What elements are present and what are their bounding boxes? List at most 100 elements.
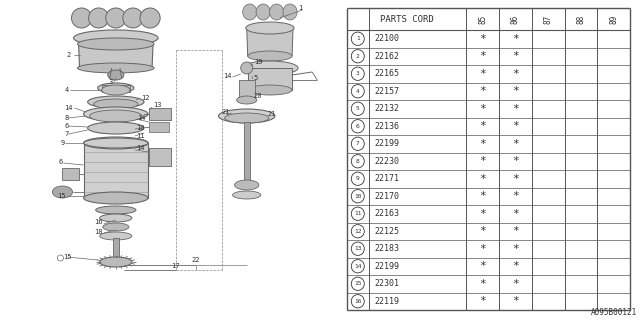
Text: 86: 86 [511,14,520,24]
Text: *: * [512,86,519,96]
Text: 9: 9 [356,176,360,181]
Text: 14: 14 [223,73,232,79]
Ellipse shape [72,8,92,28]
Text: 22125: 22125 [374,227,399,236]
Text: *: * [479,244,486,254]
Ellipse shape [88,122,144,134]
Text: 13: 13 [153,102,161,108]
Text: *: * [512,279,519,289]
Ellipse shape [283,4,297,20]
Text: 7: 7 [65,131,68,137]
Text: 10: 10 [136,125,145,131]
Text: 1: 1 [356,36,360,41]
Text: 22100: 22100 [374,34,399,43]
Text: PARTS CORD: PARTS CORD [380,14,433,23]
Bar [102,85,130,92]
Ellipse shape [246,22,294,34]
Text: 10: 10 [354,194,362,199]
Bar [149,108,172,120]
Ellipse shape [77,63,154,73]
Ellipse shape [242,61,298,75]
Text: 22183: 22183 [374,244,399,253]
Text: 19: 19 [254,59,262,65]
Text: 22157: 22157 [374,87,399,96]
Polygon shape [84,143,148,198]
Text: 21: 21 [268,111,276,117]
Text: *: * [479,174,486,184]
Text: *: * [479,226,486,236]
Ellipse shape [74,30,158,46]
Ellipse shape [123,8,143,28]
Ellipse shape [100,257,132,267]
Text: *: * [479,279,486,289]
Text: 3: 3 [356,71,360,76]
Text: 1: 1 [298,5,302,11]
Text: *: * [479,69,486,79]
Text: 18: 18 [93,229,102,235]
Ellipse shape [237,96,257,104]
Ellipse shape [90,110,142,122]
Polygon shape [247,28,293,56]
Text: 22170: 22170 [374,192,399,201]
Ellipse shape [235,180,259,190]
Text: 22165: 22165 [374,69,399,78]
Text: *: * [512,261,519,271]
Text: 22162: 22162 [374,52,399,61]
Text: 22132: 22132 [374,104,399,113]
Text: 85: 85 [478,14,487,24]
Text: 11: 11 [354,211,362,216]
Text: 2: 2 [67,52,70,58]
Ellipse shape [256,4,270,20]
Text: *: * [512,139,519,149]
Text: *: * [512,51,519,61]
Text: 15: 15 [63,254,72,260]
Bar [113,238,119,266]
Text: 22163: 22163 [374,209,399,218]
Text: 14: 14 [137,115,145,121]
Text: *: * [512,296,519,306]
Ellipse shape [218,109,275,123]
Text: *: * [479,191,486,201]
Ellipse shape [225,113,269,123]
Bar [149,122,169,132]
Bar [149,148,172,166]
Text: *: * [512,226,519,236]
Text: 6: 6 [356,124,360,129]
Ellipse shape [84,138,148,148]
Text: 8: 8 [356,159,360,164]
Ellipse shape [248,51,292,61]
Text: 20: 20 [254,93,262,99]
Text: 15: 15 [354,281,362,286]
Text: *: * [479,86,486,96]
Bar [63,168,79,180]
Text: 14: 14 [136,145,145,151]
Text: 17: 17 [172,263,180,269]
Text: 6: 6 [65,123,68,129]
Text: *: * [479,261,486,271]
Text: *: * [479,121,486,131]
Text: 12: 12 [354,229,362,234]
Text: 22301: 22301 [374,279,399,288]
Text: 2: 2 [356,54,360,59]
Ellipse shape [269,4,284,20]
Text: *: * [512,121,519,131]
Text: 22199: 22199 [374,262,399,271]
Ellipse shape [95,206,136,214]
Bar [239,80,255,100]
Text: *: * [479,51,486,61]
Text: 87: 87 [544,14,553,24]
Text: 22171: 22171 [374,174,399,183]
Text: 11: 11 [136,133,145,139]
Text: 3: 3 [109,79,113,85]
Text: *: * [512,174,519,184]
Text: *: * [512,69,519,79]
Bar [248,68,292,90]
Text: *: * [479,296,486,306]
Text: 8: 8 [65,115,68,121]
Ellipse shape [108,70,124,80]
Text: 7: 7 [356,141,360,146]
Text: 14: 14 [65,105,73,111]
Text: 22119: 22119 [374,297,399,306]
Polygon shape [79,44,153,68]
Text: 6: 6 [58,159,63,165]
